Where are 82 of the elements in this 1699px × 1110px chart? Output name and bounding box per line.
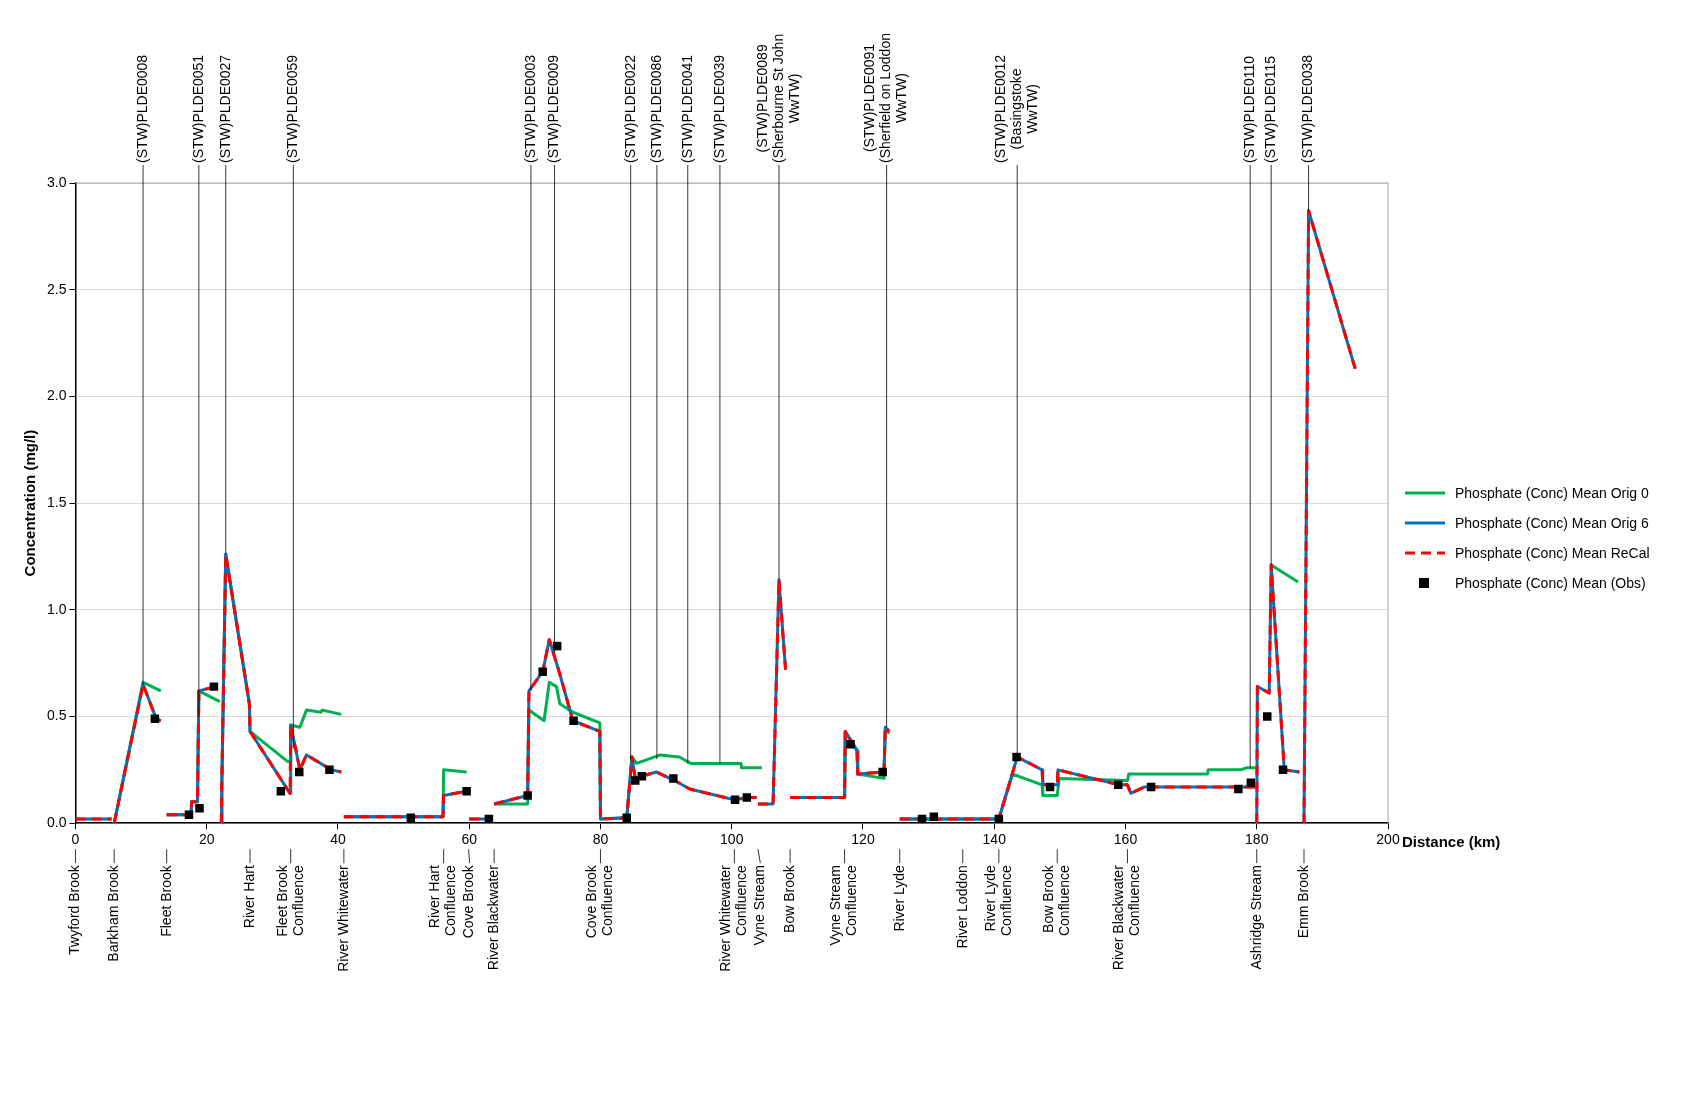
annotation: River Blackwater Confluence (1110, 864, 1143, 971)
point (742, 793, 752, 802)
annotation: (STW)PLDE0039 (710, 54, 727, 164)
annotation: Twyford Brook (66, 864, 83, 955)
annotation: (STW)PLDE0115 (1262, 55, 1279, 163)
annotation: (STW)PLDE0038 (1299, 54, 1316, 164)
point (209, 682, 219, 691)
point (846, 740, 855, 749)
legend-label: Phosphate (Conc) Mean Orig 6 (1455, 515, 1649, 531)
x-tick-label: 80 (592, 831, 609, 848)
legend-label: Phosphate (Conc) Mean ReCal (1455, 545, 1650, 561)
annotation: (STW)PLDE0009 (545, 54, 562, 164)
annotation: (STW)PLDE0089 (Sherbourne St John WwTW) (753, 33, 802, 164)
point (669, 774, 678, 783)
x-tick-label: 120 (851, 831, 875, 848)
y-tick-label: 1.0 (46, 600, 67, 617)
annotation: (STW)PLDE0086 (647, 54, 664, 164)
point (878, 767, 887, 777)
annotation: River Hart Confluence (426, 864, 459, 937)
point (631, 776, 640, 785)
x-axis-title: Distance (km) (1402, 833, 1501, 851)
y-tick-label: 3.0 (46, 173, 67, 190)
annotation: Barkham Brook (105, 864, 122, 962)
annotation: Ashridge Stream (1247, 865, 1264, 970)
point (325, 765, 334, 775)
annotation: (STW)PLDE0027 (216, 54, 233, 164)
point (730, 795, 740, 804)
point (1263, 712, 1272, 721)
annotation: (STW)PLDE0110 (1241, 55, 1258, 163)
annotation: Cove Brook (460, 864, 477, 939)
annotation: (STW)PLDE0041 (678, 54, 695, 164)
annotation: River Blackwater (485, 864, 502, 971)
legend-label: Phosphate (Conc) Mean (Obs) (1455, 575, 1646, 591)
annotation: River Whitewater (334, 864, 351, 972)
x-tick-label: 60 (461, 831, 478, 848)
y-tick-label: 0.5 (46, 707, 67, 724)
y-tick-label: 2.0 (46, 387, 67, 404)
annotation: Vyne Stream (751, 865, 768, 946)
annotation: Bow Brook Confluence (1040, 864, 1073, 937)
annotation: (STW)PLDE0051 (189, 54, 206, 164)
annotation: Fleet Brook Confluence (273, 864, 306, 937)
annotation: River Whitewater Confluence (717, 864, 750, 972)
annotation: River Lyde (890, 864, 907, 932)
y-axis-title: Concentration (mg/l) (21, 429, 39, 577)
x-tick-label: 140 (982, 831, 1007, 848)
annotation: (STW)PLDE0012 (Basingstoke WwTW) (992, 54, 1041, 164)
point (1234, 784, 1243, 794)
annotation: Cove Brook Confluence (583, 864, 616, 939)
y-tick-label: 0.0 (46, 814, 67, 831)
point (462, 786, 471, 796)
x-tick-label: 20 (198, 831, 215, 848)
point (1012, 752, 1021, 762)
point (195, 804, 204, 813)
point (150, 714, 160, 723)
point (538, 667, 547, 676)
annotation: Bow Brook (781, 864, 797, 933)
point (1246, 778, 1256, 787)
annotation: River Lyde Confluence (981, 864, 1014, 937)
point (184, 810, 194, 819)
annotation: Fleet Brook (157, 864, 174, 937)
annotation: River Loddon (953, 865, 970, 949)
point (622, 813, 631, 823)
annotation: (STW)PLDE0022 (621, 54, 638, 164)
annotation: (STW)PLDE0091 (Sherfield on Loddon WwTW) (861, 33, 910, 164)
legend-label: Phosphate (Conc) Mean Orig 0 (1455, 485, 1649, 501)
annotation: Vyne Stream Confluence (827, 864, 860, 946)
x-tick-label: 180 (1245, 831, 1269, 848)
x-tick-label: 100 (720, 831, 744, 848)
annotation: Emm Brook (1294, 864, 1311, 939)
x-tick-label: 160 (1113, 831, 1138, 848)
point (523, 791, 532, 800)
annotation: (STW)PLDE0059 (284, 54, 301, 164)
x-tick-label: 200 (1376, 831, 1400, 848)
annotation: (STW)PLDE0008 (133, 54, 150, 164)
point (569, 716, 578, 726)
annotation: (STW)PLDE0003 (521, 54, 538, 164)
x-tick-label: 0 (71, 831, 80, 848)
y-tick-label: 2.5 (46, 280, 67, 297)
point (1114, 780, 1123, 790)
annotation: River Hart (240, 865, 257, 929)
x-tick-label: 40 (330, 831, 346, 848)
y-tick-label: 1.5 (46, 493, 67, 510)
